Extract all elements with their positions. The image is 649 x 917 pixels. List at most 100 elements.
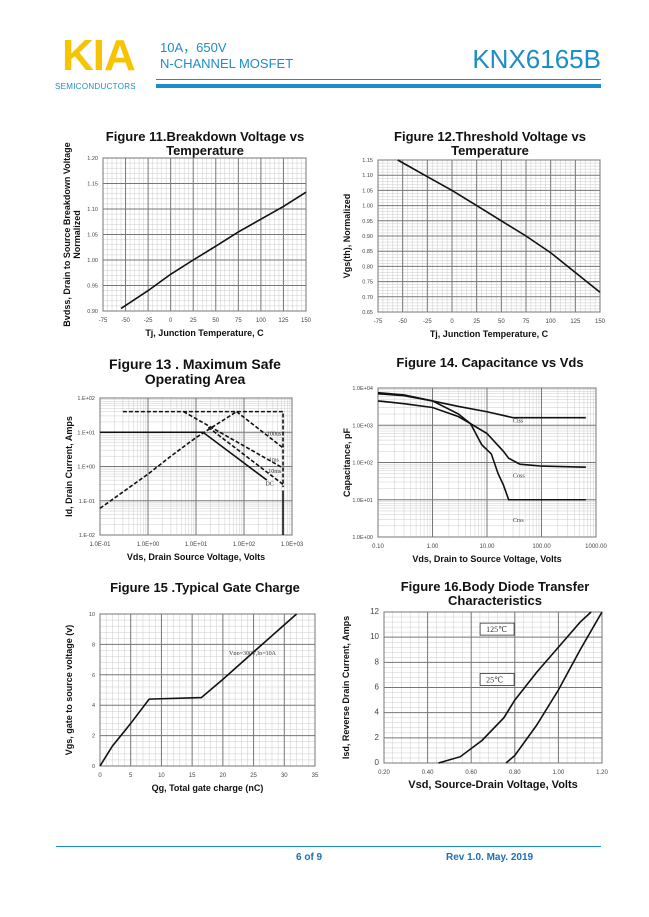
x-tick-label: -50	[121, 318, 130, 324]
y-tick-label: 0.70	[362, 295, 373, 301]
x-tick-label: -75	[99, 318, 108, 324]
series-line-rds-on-limit	[99, 410, 237, 509]
x-tick-label: 125	[278, 318, 289, 324]
y-tick-label: 0.65	[362, 310, 373, 316]
y-tick-label: 6	[92, 673, 95, 679]
y-axis-label: Id, Drain Current, Amps	[64, 416, 74, 517]
series-line-25-	[505, 611, 603, 764]
part-number: KNX6165B	[472, 44, 601, 74]
annotation-label: 100us	[267, 432, 282, 438]
y-tick-label: 1.0E+00	[352, 535, 373, 541]
y-tick-label: 0.95	[87, 284, 98, 290]
y-tick-label: 10	[89, 612, 95, 618]
annotation-label: 25℃	[486, 675, 503, 684]
header-divider-thick	[156, 84, 601, 88]
page-number: 6 of 9	[296, 852, 323, 863]
y-tick-label: 0.90	[87, 309, 98, 315]
series-line-coss	[377, 391, 586, 468]
annotation-label: Coss	[513, 473, 525, 479]
y-tick-label: 1.20	[87, 156, 98, 162]
y-tick-label: 10	[370, 632, 379, 641]
y-tick-label: 1.0E+04	[352, 386, 373, 392]
x-tick-label: 0.60	[465, 770, 477, 776]
x-tick-label: 75	[235, 318, 242, 324]
x-tick-label: 100	[256, 318, 267, 324]
y-tick-label: 1.15	[362, 158, 373, 164]
x-tick-label: 1.00	[553, 770, 565, 776]
y-tick-label: 1.0E+01	[352, 498, 373, 504]
series-line-curve	[120, 191, 307, 310]
y-tick-label: 1.0E+03	[352, 423, 373, 429]
y-axis-label: Capacitance, pF	[342, 427, 352, 497]
series-line-1ms	[183, 410, 284, 469]
x-tick-label: 30	[281, 773, 288, 779]
series-line-dc	[100, 431, 268, 481]
series-line-125-	[438, 611, 592, 764]
x-axis-label: Tj, Junction Temperature, C	[145, 328, 264, 338]
x-axis-label: Vds, Drain Source Voltage, Volts	[127, 552, 265, 562]
y-axis-label: Vgs(th), Normalized	[342, 194, 352, 279]
x-tick-label: 50	[212, 318, 219, 324]
annotation-label: 10ms	[268, 469, 282, 475]
y-tick-label: 1.E+02	[77, 396, 95, 402]
annotation-box	[479, 622, 515, 636]
x-tick-label: -25	[423, 319, 432, 325]
figure-16-title: Figure 16.Body Diode Transfer Characteri…	[400, 579, 590, 608]
y-tick-label: 0.75	[362, 280, 373, 286]
logo-subtitle: SEMICONDUCTORS	[55, 82, 136, 91]
x-tick-label: 25	[190, 318, 197, 324]
plot-area	[99, 613, 316, 767]
x-tick-label: 100	[546, 319, 557, 325]
figure-11-title: Figure 11.Breakdown Voltage vs Temperatu…	[105, 129, 305, 158]
y-tick-label: 1.05	[87, 233, 98, 239]
x-tick-label: 25	[250, 773, 257, 779]
y-tick-label: 4	[375, 708, 380, 717]
series-line-10ms	[207, 426, 284, 486]
y-tick-label: 2	[375, 733, 380, 742]
series-line-crss	[377, 400, 586, 501]
x-axis-label: Qg, Total gate charge (nC)	[152, 783, 264, 793]
annotation-label: Vᴅᴅ=300V,Iᴅ=10A	[229, 651, 277, 657]
device-type: N-CHANNEL MOSFET	[160, 56, 294, 71]
x-axis-label: Vds, Drain to Source Voltage, Volts	[412, 554, 561, 564]
x-tick-label: 10.00	[479, 544, 495, 550]
x-tick-label: 25	[473, 319, 480, 325]
y-tick-label: 1.00	[87, 258, 98, 264]
y-tick-label: 1.0E+02	[352, 461, 373, 467]
x-tick-label: 75	[523, 319, 530, 325]
y-tick-label: 0.85	[362, 249, 373, 255]
x-tick-label: 0	[98, 773, 102, 779]
y-tick-label: 4	[92, 703, 95, 709]
x-tick-label: 10	[158, 773, 165, 779]
x-tick-label: 0	[169, 318, 173, 324]
series-line-curve	[99, 613, 298, 767]
y-tick-label: 1.E+00	[77, 465, 95, 471]
y-tick-label: 8	[375, 657, 380, 666]
figure-15-title: Figure 15 .Typical Gate Charge	[110, 580, 300, 595]
x-tick-label: 5	[129, 773, 133, 779]
x-tick-label: 1.0E+01	[185, 542, 208, 548]
header-divider-thin	[156, 79, 601, 80]
x-axis-label: Tj, Junction Temperature, C	[430, 329, 549, 339]
annotation-label: DC	[265, 481, 273, 487]
figure-14-title: Figure 14. Capacitance vs Vds	[396, 355, 584, 370]
x-tick-label: 15	[189, 773, 196, 779]
y-tick-label: 0	[92, 764, 95, 770]
y-axis-label: Isd, Reverse Drain Current, Amps	[341, 616, 351, 759]
x-tick-label: 0.10	[372, 544, 384, 550]
y-tick-label: 1.10	[362, 173, 373, 179]
x-tick-label: 150	[301, 318, 312, 324]
y-tick-label: 6	[375, 683, 380, 692]
x-tick-label: -25	[144, 318, 153, 324]
y-axis-label: Bvdss, Drain to Source Breakdown Voltage…	[62, 142, 82, 326]
x-tick-label: -50	[398, 319, 407, 325]
y-tick-label: 8	[92, 642, 95, 648]
y-tick-label: 1.05	[362, 188, 373, 194]
annotation-label: 1ms	[269, 457, 280, 463]
annotation-label: 125℃	[486, 625, 507, 634]
y-tick-label: 12	[370, 607, 379, 616]
figure-13-title: Figure 13 . Maximum Safe Operating Area	[109, 356, 281, 387]
x-tick-label: 1.0E+00	[137, 542, 160, 548]
x-tick-label: 1.0E-01	[89, 542, 111, 548]
